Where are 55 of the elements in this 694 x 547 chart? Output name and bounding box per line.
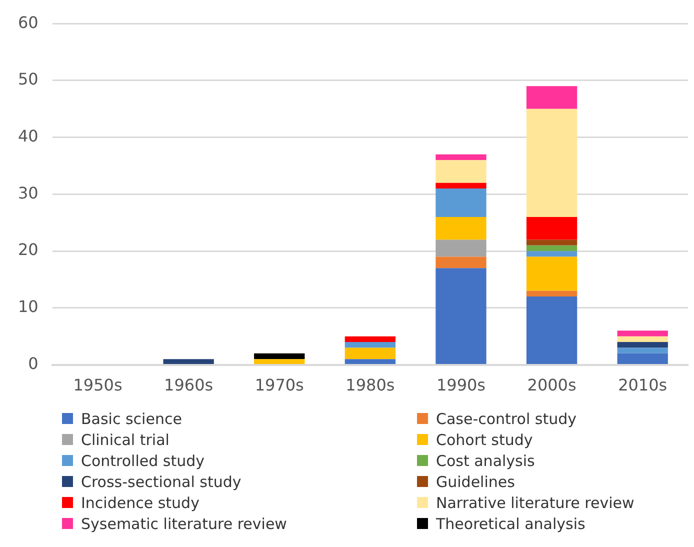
- y-tick-label: 60: [18, 12, 38, 32]
- y-tick-label: 40: [18, 126, 38, 146]
- bar: [617, 342, 668, 348]
- legend-label: Basic science: [81, 410, 182, 428]
- x-tick-label: 2010s: [618, 376, 668, 395]
- legend-label: Controlled study: [81, 452, 205, 470]
- bar: [344, 359, 396, 364]
- x-tick-label: 1990s: [436, 376, 486, 395]
- bar: [526, 86, 578, 109]
- y-tick-label: 10: [18, 297, 38, 316]
- legend-label: Clinical trial: [81, 430, 170, 448]
- legend-label: Case-control study: [436, 410, 576, 428]
- legend-label: Cost analysis: [436, 452, 535, 470]
- legend-label: Guidelines: [436, 472, 515, 490]
- legend-label: Cohort study: [436, 430, 533, 448]
- x-tick-label: 1960s: [164, 376, 214, 395]
- bar: [526, 251, 578, 257]
- y-tick-label: 30: [18, 183, 38, 202]
- legend-label: Narrative literature review: [436, 494, 634, 512]
- bar: [163, 359, 214, 364]
- bar: [436, 268, 486, 364]
- bar: [617, 348, 668, 354]
- bar: [526, 290, 578, 297]
- bar: [344, 336, 396, 342]
- bar: [436, 154, 486, 160]
- bar: [254, 359, 305, 364]
- bar: [526, 108, 578, 217]
- bar: [617, 336, 668, 342]
- x-tick-label: 1970s: [254, 376, 304, 395]
- bar: [254, 353, 305, 360]
- legend-label: Incidence study: [81, 494, 200, 512]
- bar: [526, 216, 578, 240]
- x-tick-label: 1950s: [73, 376, 122, 395]
- y-tick-label: 50: [18, 70, 38, 89]
- bar: [436, 216, 486, 240]
- legend-label: Sysematic literature review: [81, 514, 287, 532]
- legend-label: Theoretical analysis: [436, 514, 586, 532]
- bar: [344, 348, 396, 360]
- bar: [526, 245, 578, 252]
- y-tick-label: 20: [18, 240, 38, 260]
- bar: [526, 256, 578, 291]
- x-tick-label: 1980s: [346, 376, 395, 395]
- bar: [617, 330, 668, 336]
- bar: [617, 353, 668, 364]
- x-tick-label: 2000s: [527, 376, 576, 395]
- legend-label: Cross-sectional study: [81, 472, 242, 490]
- bar: [436, 160, 486, 183]
- bar: [436, 188, 486, 217]
- bar: [436, 256, 486, 268]
- bar: [344, 342, 396, 348]
- y-tick-label: 0: [28, 354, 38, 373]
- bar: [526, 296, 578, 364]
- bar: [436, 240, 486, 257]
- bar: [526, 240, 578, 246]
- bar: [436, 182, 486, 189]
